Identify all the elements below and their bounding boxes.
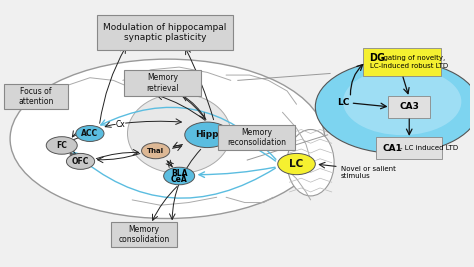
Text: -gating of novelty,: -gating of novelty, [381,55,445,61]
FancyBboxPatch shape [111,222,177,247]
Text: BLA: BLA [171,169,187,178]
Circle shape [185,122,230,148]
Text: Focus of
attention: Focus of attention [18,87,54,106]
Text: DG: DG [370,53,385,63]
Ellipse shape [10,59,325,218]
FancyBboxPatch shape [124,70,201,96]
FancyBboxPatch shape [4,84,68,109]
FancyBboxPatch shape [376,138,442,159]
Text: Modulation of hippocampal
synaptic plasticity: Modulation of hippocampal synaptic plast… [103,23,227,42]
Circle shape [278,154,315,175]
FancyBboxPatch shape [364,48,441,76]
FancyBboxPatch shape [388,96,430,117]
Circle shape [76,125,104,142]
Ellipse shape [128,94,231,173]
Circle shape [343,68,461,135]
Text: LC: LC [290,159,304,169]
Text: FC: FC [56,141,67,150]
FancyBboxPatch shape [218,125,295,150]
Text: LC-induced robust LTD: LC-induced robust LTD [370,63,447,69]
Text: LC: LC [337,99,350,107]
Text: Cx: Cx [116,120,125,129]
Text: Thal: Thal [147,148,164,154]
Text: CeA: CeA [171,175,188,184]
FancyBboxPatch shape [97,15,233,50]
Circle shape [164,167,195,185]
Text: Novel or salient
stimulus: Novel or salient stimulus [341,166,396,179]
Text: CA1: CA1 [383,144,402,153]
Circle shape [66,154,95,169]
Text: Hipp: Hipp [196,130,219,139]
Text: - LC induced LTD: - LC induced LTD [400,145,458,151]
Text: ACC: ACC [82,129,99,138]
Circle shape [315,60,474,154]
Circle shape [142,143,170,159]
Text: Memory
consolidation: Memory consolidation [118,225,170,244]
Circle shape [46,137,77,154]
Text: Memory
reconsolidation: Memory reconsolidation [227,128,286,147]
Text: CA3: CA3 [399,103,419,111]
Text: OFC: OFC [72,157,89,166]
Text: Memory
retrieval: Memory retrieval [146,73,179,93]
Ellipse shape [287,129,334,196]
